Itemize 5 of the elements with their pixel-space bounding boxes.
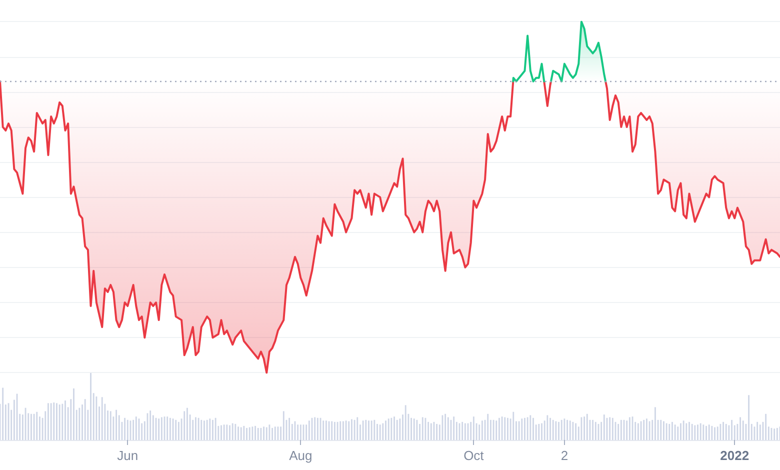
x-tick-label: 2022: [720, 448, 750, 463]
x-tick-label: Aug: [289, 448, 312, 463]
x-tick-label: Jun: [117, 448, 138, 463]
x-tick-label: 2: [560, 448, 568, 463]
x-tick-label: Oct: [464, 448, 484, 463]
